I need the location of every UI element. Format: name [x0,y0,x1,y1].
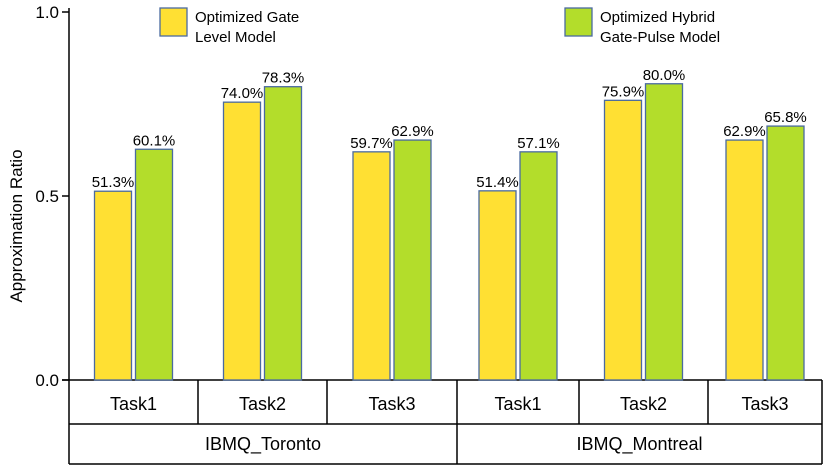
bar [519,151,558,381]
data-label: 62.9% [723,123,766,140]
data-label: 51.4% [476,174,519,191]
data-label: 78.3% [262,70,305,87]
y-tick-label: 0.5 [35,187,59,206]
bar [263,86,303,381]
category-label: Task2 [620,394,667,414]
data-label: 51.3% [92,174,135,191]
legend-swatch [564,7,593,37]
data-label: 65.8% [764,109,807,126]
group-label: IBMQ_Toronto [205,434,321,455]
data-label: 62.9% [391,123,434,140]
category-label: Task1 [494,394,541,414]
category-label: Task1 [110,394,157,414]
data-label: 57.1% [517,135,560,152]
bar [766,125,805,381]
legend-label: Gate-Pulse Model [600,29,720,46]
y-axis-label: Approximation Ratio [7,149,26,302]
category-table: Task1 Task2 Task3 Task1 Task2 Task3 IBMQ_Toron… [68,380,823,465]
bar [93,190,133,381]
bar [478,190,517,381]
bar [222,101,262,381]
data-label: 74.0% [221,85,264,102]
legend-label: Optimized Hybrid [600,9,715,26]
y-tick-label: 0.0 [35,371,59,390]
data-label: 75.9% [602,83,645,100]
bar [134,148,174,381]
data-label: 80.0% [643,67,686,84]
axes: 0.0 0.5 1.0 Approximation Ratio [7,3,822,390]
legend-label: Optimized Gate [195,9,299,26]
bar [644,83,684,381]
data-label: 60.1% [133,132,176,149]
legend: Optimized Gate Level Model Optimized Hybri… [159,7,720,46]
group-label: IBMQ_Montreal [576,434,702,455]
legend-swatch [159,7,188,37]
data-label: 59.7% [350,135,393,152]
category-label: Task2 [239,394,286,414]
legend-label: Level Model [195,29,276,46]
category-label: Task3 [741,394,788,414]
bar [352,151,391,381]
bar [725,139,764,381]
category-label: Task3 [368,394,415,414]
data-labels: 51.3%60.1%74.0%78.3%59.7%62.9%51.4%57.1%… [92,67,807,191]
bars [93,83,805,381]
bar [603,99,643,381]
y-tick-label: 1.0 [35,3,59,22]
bar [393,139,432,381]
